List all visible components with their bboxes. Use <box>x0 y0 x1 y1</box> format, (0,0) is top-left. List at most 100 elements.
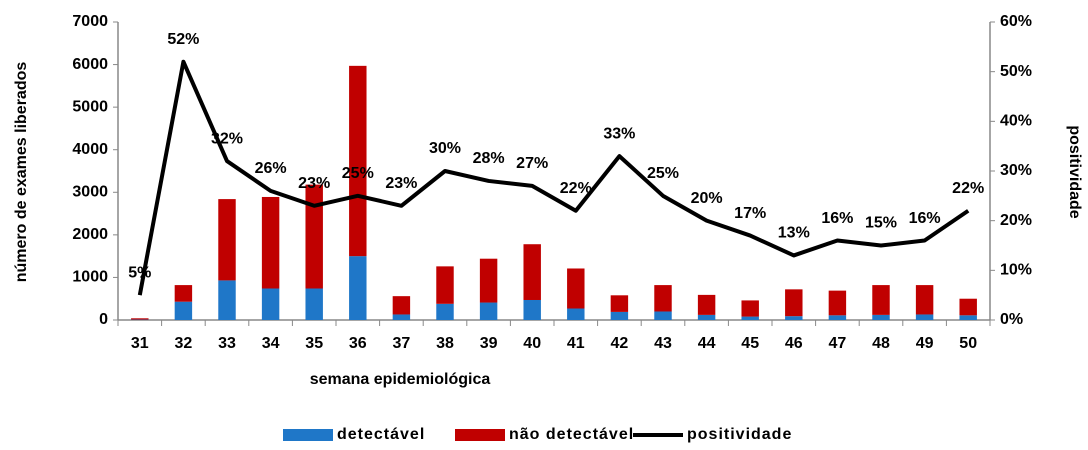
x-tick-label: 41 <box>567 335 585 352</box>
y-tick-label: 1000 <box>72 269 108 286</box>
bar <box>480 259 497 303</box>
bar <box>611 295 628 312</box>
data-label: 20% <box>691 190 723 207</box>
x-tick-label: 38 <box>436 335 454 352</box>
y2-tick-label: 60% <box>1000 13 1032 30</box>
x-tick-label: 37 <box>393 335 411 352</box>
bar <box>349 66 366 256</box>
data-label: 16% <box>821 210 853 227</box>
bar <box>785 289 802 316</box>
bar <box>436 266 453 303</box>
bar <box>829 315 846 320</box>
bar <box>741 317 758 320</box>
data-label: 32% <box>211 130 243 147</box>
y2-axis-title: positividade <box>1066 125 1083 218</box>
bar <box>393 314 410 320</box>
bar <box>131 318 148 319</box>
x-tick-label: 45 <box>741 335 759 352</box>
bar <box>175 285 192 302</box>
legend-swatch <box>455 429 505 441</box>
bar <box>611 312 628 320</box>
y-tick-label: 0 <box>99 311 108 328</box>
bar <box>262 197 279 289</box>
legend-label: detectável <box>337 426 425 443</box>
legend-label: não detectável <box>509 426 634 443</box>
bar <box>523 300 540 320</box>
x-tick-label: 43 <box>654 335 672 352</box>
bar <box>567 309 584 320</box>
y-tick-label: 2000 <box>72 226 108 243</box>
x-tick-label: 36 <box>349 335 367 352</box>
x-tick-label: 49 <box>916 335 934 352</box>
bar <box>349 256 366 320</box>
bar <box>959 299 976 316</box>
x-tick-label: 40 <box>523 335 541 352</box>
y2-tick-label: 10% <box>1000 262 1032 279</box>
data-label: 15% <box>865 215 897 232</box>
y-tick-label: 5000 <box>72 98 108 115</box>
bar <box>218 280 235 320</box>
bar <box>567 268 584 308</box>
data-label: 52% <box>167 31 199 48</box>
y2-tick-label: 20% <box>1000 212 1032 229</box>
legend-swatch <box>283 429 333 441</box>
x-tick-label: 39 <box>480 335 498 352</box>
bar <box>218 199 235 280</box>
x-tick-label: 32 <box>175 335 193 352</box>
x-axis-title: semana epidemiológica <box>310 371 491 388</box>
bar <box>741 300 758 316</box>
y2-tick-label: 40% <box>1000 113 1032 130</box>
data-label: 22% <box>952 180 984 197</box>
x-tick-label: 48 <box>872 335 890 352</box>
x-tick-label: 42 <box>611 335 629 352</box>
data-label: 17% <box>734 205 766 222</box>
y-axis-title: número de exames liberados <box>13 62 30 283</box>
bar <box>436 304 453 320</box>
x-tick-label: 44 <box>698 335 716 352</box>
legend-label: positividade <box>687 426 792 443</box>
x-tick-label: 33 <box>218 335 236 352</box>
data-label: 26% <box>255 160 287 177</box>
bar <box>872 315 889 320</box>
bar <box>175 302 192 320</box>
data-label: 23% <box>385 175 417 192</box>
bar <box>829 291 846 316</box>
x-tick-label: 47 <box>829 335 847 352</box>
bar <box>872 285 889 315</box>
bar <box>262 288 279 320</box>
y2-tick-label: 30% <box>1000 162 1032 179</box>
x-tick-label: 50 <box>959 335 977 352</box>
x-tick-label: 35 <box>305 335 323 352</box>
y-tick-label: 7000 <box>72 13 108 30</box>
x-tick-label: 46 <box>785 335 803 352</box>
data-label: 16% <box>909 210 941 227</box>
data-label: 27% <box>516 155 548 172</box>
bar <box>393 296 410 314</box>
x-tick-label: 34 <box>262 335 280 352</box>
bar <box>523 244 540 300</box>
y-tick-label: 6000 <box>72 56 108 73</box>
bar <box>916 314 933 320</box>
bar <box>305 185 322 289</box>
bar <box>959 315 976 320</box>
bar <box>480 303 497 320</box>
data-label: 13% <box>778 225 810 242</box>
data-label: 22% <box>560 180 592 197</box>
bar <box>698 295 715 315</box>
data-label: 28% <box>473 150 505 167</box>
data-label: 25% <box>647 165 679 182</box>
data-label: 33% <box>603 125 635 142</box>
data-label: 23% <box>298 175 330 192</box>
data-label: 30% <box>429 140 461 157</box>
y-tick-label: 3000 <box>72 184 108 201</box>
bar <box>698 315 715 320</box>
bar <box>916 285 933 314</box>
data-label: 5% <box>128 264 151 281</box>
bar <box>305 288 322 320</box>
bar <box>785 316 802 320</box>
y2-tick-label: 50% <box>1000 63 1032 80</box>
y-tick-label: 4000 <box>72 141 108 158</box>
data-label: 25% <box>342 165 374 182</box>
bar <box>654 311 671 320</box>
